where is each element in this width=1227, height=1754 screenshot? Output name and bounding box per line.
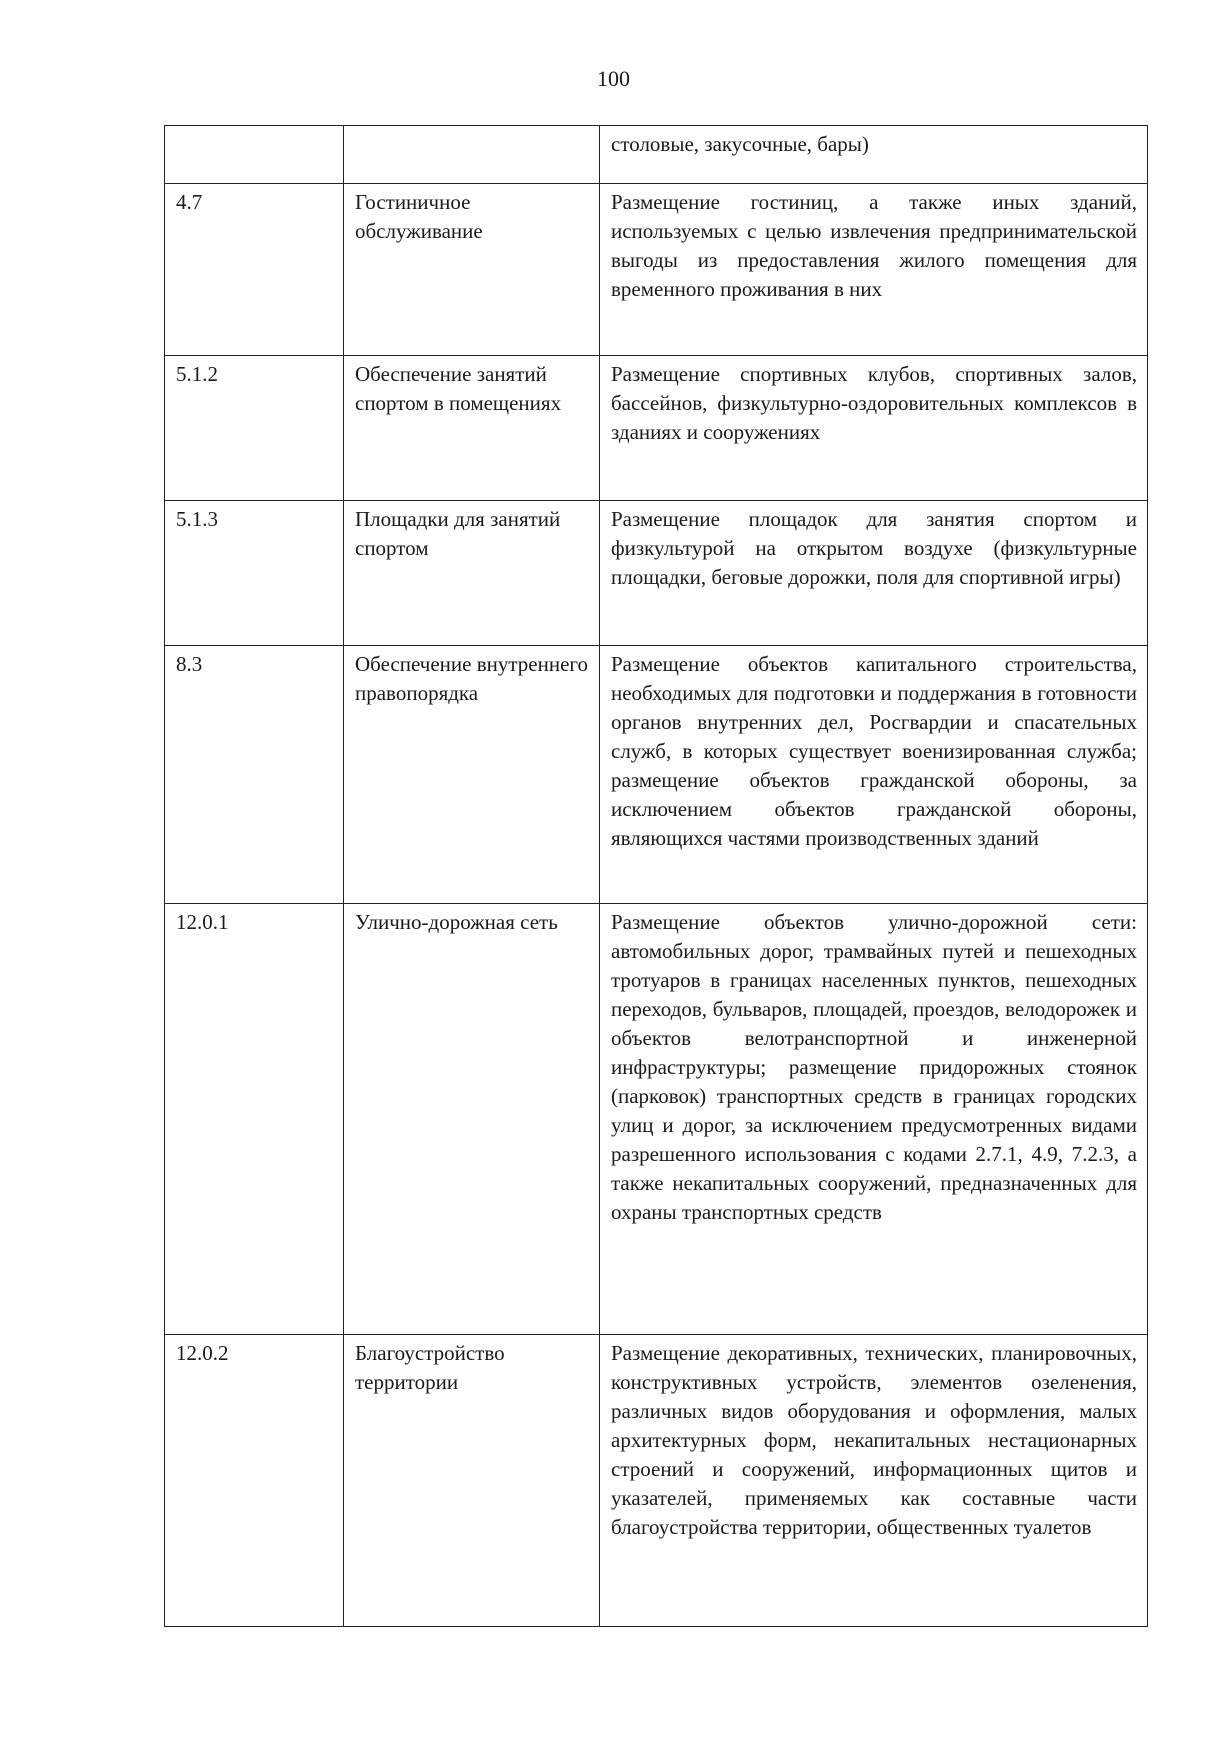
code-cell: 4.7 [164,183,344,356]
name-cell: Улично-дорожная сеть [343,903,600,1335]
code-cell: 12.0.1 [164,903,344,1335]
name-cell: Благоустройство территории [343,1334,600,1627]
name-cell: Гостиничное обслуживание [343,183,600,356]
code-cell: 5.1.3 [164,500,344,646]
table-row: 12.0.2 Благоустройство территории Размещ… [164,1334,1148,1627]
table-row: 8.3 Обеспечение внутреннего правопорядка… [164,645,1148,904]
description-cell: столовые, закусочные, бары) [599,125,1148,184]
table-row: 5.1.3 Площадки для занятий спортом Разме… [164,500,1148,646]
code-cell [164,125,344,184]
table-row: столовые, закусочные, бары) [164,125,1148,184]
land-use-table: столовые, закусочные, бары) 4.7 Гостинич… [164,125,1148,1627]
table-row: 5.1.2 Обеспечение занятий спортом в поме… [164,355,1148,501]
code-cell: 8.3 [164,645,344,904]
code-cell: 12.0.2 [164,1334,344,1627]
name-cell: Площадки для занятий спортом [343,500,600,646]
description-cell: Размещение площадок для занятия спортом … [599,500,1148,646]
description-cell: Размещение гостиниц, а также иных зданий… [599,183,1148,356]
table-row: 4.7 Гостиничное обслуживание Размещение … [164,183,1148,356]
name-cell: Обеспечение внутреннего правопорядка [343,645,600,904]
code-cell: 5.1.2 [164,355,344,501]
name-cell [343,125,600,184]
table-row: 12.0.1 Улично-дорожная сеть Размещение о… [164,903,1148,1335]
description-cell: Размещение объектов капитального строите… [599,645,1148,904]
name-cell: Обеспечение занятий спортом в помещениях [343,355,600,501]
description-cell: Размещение объектов улично-дорожной сети… [599,903,1148,1335]
description-cell: Размещение спортивных клубов, спортивных… [599,355,1148,501]
description-cell: Размещение декоративных, технических, пл… [599,1334,1148,1627]
page-number: 100 [597,66,630,91]
